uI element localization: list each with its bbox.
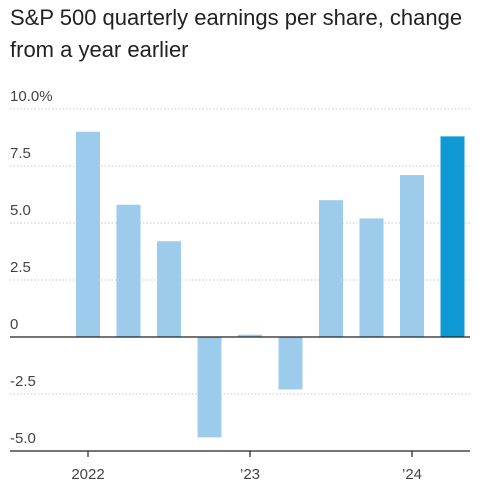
bar-q4-2023	[359, 218, 384, 337]
tick-labels: 10.0% 7.5 5.0 2.5 0 -2.5 -5.0 2022 ’23 ’24	[10, 88, 422, 483]
y-tick-label: 7.5	[10, 145, 31, 162]
bar-q1-2024	[400, 175, 424, 337]
bar-q3-2023	[319, 200, 343, 337]
y-tick-label: -5.0	[10, 430, 36, 447]
x-tick-label: ’23	[240, 466, 260, 483]
bar-q1-2022	[76, 131, 100, 337]
y-tick-label: 0	[10, 316, 18, 333]
bar-q4-2022	[197, 337, 222, 438]
bar-q2-2023	[278, 337, 303, 390]
bar-q2-2022	[116, 204, 141, 337]
x-tick-label: 2022	[71, 466, 104, 483]
y-tick-label: 10.0%	[10, 88, 53, 105]
bar-q2-2024	[440, 136, 465, 337]
y-tick-label: 5.0	[10, 202, 31, 219]
y-tick-label: 2.5	[10, 259, 31, 276]
bar-q3-2022	[157, 241, 181, 337]
bar-q1-2023	[238, 334, 262, 337]
y-tick-label: -2.5	[10, 373, 36, 390]
x-tick-label: ’24	[402, 466, 422, 483]
bars	[76, 131, 465, 438]
chart-title: S&P 500 quarterly earnings per share, ch…	[10, 5, 463, 62]
axes	[10, 336, 470, 457]
